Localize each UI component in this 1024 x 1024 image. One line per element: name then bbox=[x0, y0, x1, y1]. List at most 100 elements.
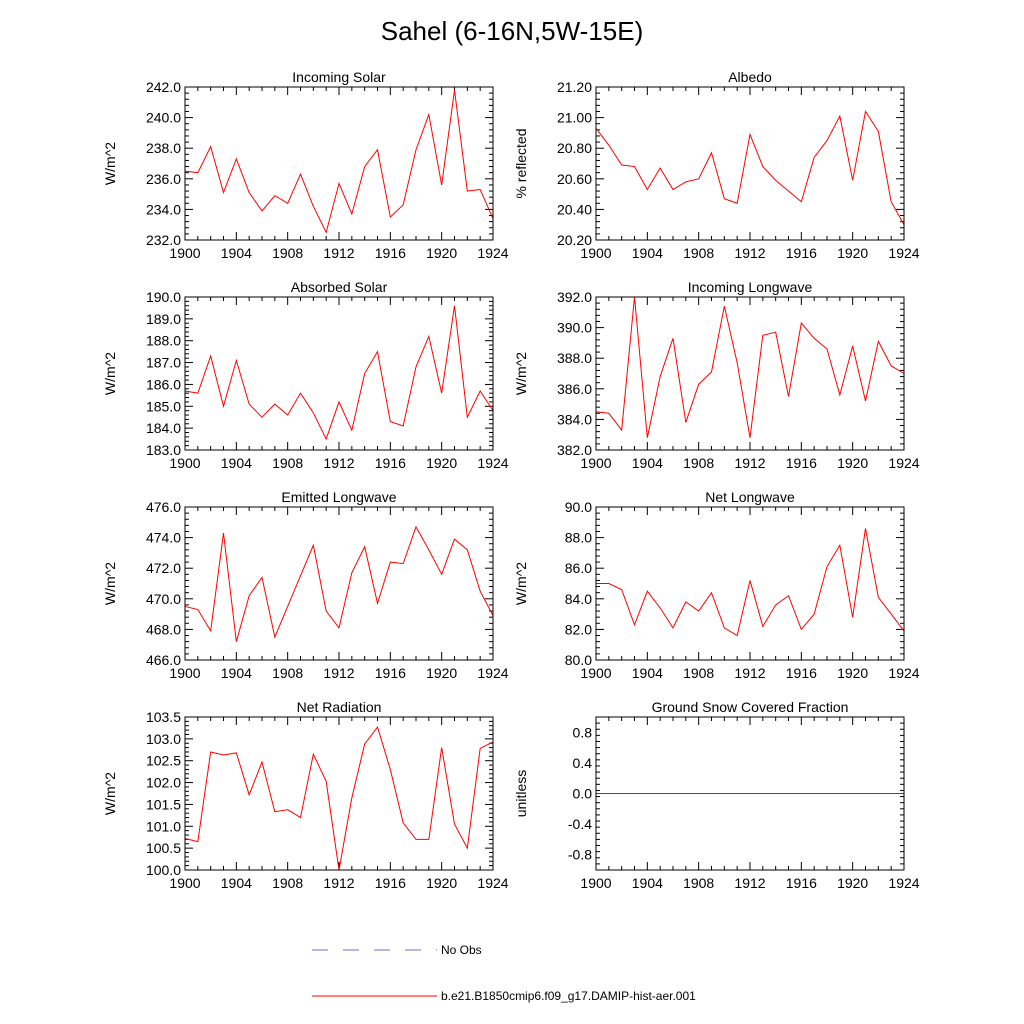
y-tick-label: 100.5 bbox=[146, 840, 181, 856]
y-tick-label: 474.0 bbox=[146, 530, 181, 546]
x-tick-label: 1920 bbox=[426, 875, 457, 891]
y-tick-label: 236.0 bbox=[146, 171, 181, 187]
y-tick-label: 388.0 bbox=[557, 350, 592, 366]
y-tick-label: 102.5 bbox=[146, 753, 181, 769]
x-tick-label: 1908 bbox=[272, 455, 303, 471]
y-tick-label: 20.20 bbox=[557, 232, 592, 248]
x-tick-label: 1908 bbox=[683, 455, 714, 471]
series-line bbox=[596, 528, 905, 637]
x-tick-label: 1904 bbox=[221, 665, 252, 681]
x-tick-label: 1920 bbox=[837, 455, 868, 471]
x-tick-label: 1912 bbox=[734, 455, 765, 471]
y-tick-label: 0.0 bbox=[573, 786, 593, 802]
y-tick-label: 103.5 bbox=[146, 709, 181, 725]
y-tick-label: -0.8 bbox=[568, 847, 592, 863]
y-tick-label: 187.0 bbox=[146, 355, 181, 371]
y-tick-label: 476.0 bbox=[146, 499, 181, 515]
series-line bbox=[595, 110, 905, 225]
y-tick-label: 468.0 bbox=[146, 621, 181, 637]
y-tick-label: 84.0 bbox=[565, 591, 592, 607]
y-tick-label: 472.0 bbox=[146, 560, 181, 576]
y-tick-label: 0.4 bbox=[573, 755, 593, 771]
panel-title: Net Radiation bbox=[297, 699, 382, 715]
y-axis-label: W/m^2 bbox=[513, 352, 529, 395]
x-tick-label: 1916 bbox=[786, 455, 817, 471]
x-tick-label: 1912 bbox=[323, 665, 354, 681]
x-tick-label: 1916 bbox=[375, 665, 406, 681]
y-axis-label: W/m^2 bbox=[102, 562, 118, 605]
panel-ground-snow-covered-fraction: Ground Snow Covered Fraction unitless 1900… bbox=[513, 699, 920, 891]
x-tick-label: 1924 bbox=[888, 455, 919, 471]
y-axis-label: W/m^2 bbox=[102, 352, 118, 395]
y-tick-label: 80.0 bbox=[565, 652, 592, 668]
plot-frame bbox=[184, 86, 494, 241]
x-tick-label: 1916 bbox=[786, 665, 817, 681]
y-tick-label: 184.0 bbox=[146, 420, 181, 436]
panel-title: Incoming Longwave bbox=[688, 279, 813, 295]
y-tick-label: 190.0 bbox=[146, 289, 181, 305]
panel-grid: Incoming Solar W/m^2 1900 1904 1908 1912 1916 1… bbox=[102, 69, 920, 891]
plot-frame bbox=[184, 296, 494, 451]
series-line bbox=[184, 725, 494, 871]
y-tick-label: 234.0 bbox=[146, 201, 181, 217]
x-tick-label: 1912 bbox=[323, 245, 354, 261]
x-tick-label: 1916 bbox=[375, 245, 406, 261]
y-tick-label: 101.0 bbox=[146, 818, 181, 834]
series-line bbox=[595, 296, 905, 438]
x-tick-label: 1904 bbox=[632, 455, 663, 471]
y-tick-label: 101.5 bbox=[146, 796, 181, 812]
x-tick-label: 1924 bbox=[477, 875, 508, 891]
y-tick-label: 232.0 bbox=[146, 232, 181, 248]
y-tick-label: 186.0 bbox=[146, 376, 181, 392]
x-tick-label: 1920 bbox=[837, 245, 868, 261]
legend-label-model-run: b.e21.B1850cmip6.f09_g17.DAMIP-hist-aer.… bbox=[441, 989, 696, 1003]
x-tick-label: 1920 bbox=[426, 245, 457, 261]
x-tick-label: 1900 bbox=[580, 665, 611, 681]
panel-absorbed-solar: Absorbed Solar W/m^2 1900 1904 1908 1912 1916 1… bbox=[102, 279, 509, 471]
x-tick-label: 1904 bbox=[221, 245, 252, 261]
y-tick-label: 183.0 bbox=[146, 442, 181, 458]
y-tick-label: 102.0 bbox=[146, 775, 181, 791]
figure-title: Sahel (6-16N,5W-15E) bbox=[381, 16, 644, 46]
y-tick-label: -0.4 bbox=[568, 816, 592, 832]
y-tick-label: 242.0 bbox=[146, 79, 181, 95]
plot-frame bbox=[184, 716, 494, 871]
panel-title: Incoming Solar bbox=[292, 69, 386, 85]
y-tick-label: 0.8 bbox=[573, 724, 593, 740]
x-tick-label: 1900 bbox=[169, 875, 200, 891]
x-tick-label: 1908 bbox=[272, 875, 303, 891]
plot-frame bbox=[184, 506, 494, 661]
y-tick-label: 189.0 bbox=[146, 311, 181, 327]
x-tick-label: 1908 bbox=[683, 245, 714, 261]
y-tick-label: 88.0 bbox=[565, 530, 592, 546]
x-tick-label: 1916 bbox=[375, 455, 406, 471]
x-tick-label: 1900 bbox=[169, 665, 200, 681]
panel-albedo: Albedo % reflected 1900 1904 1908 1912 1916 192… bbox=[513, 69, 920, 261]
legend: No Obs b.e21.B1850cmip6.f09_g17.DAMIP-hi… bbox=[312, 943, 696, 1003]
x-tick-label: 1908 bbox=[683, 665, 714, 681]
panel-incoming-longwave: Incoming Longwave W/m^2 1900 1904 1908 1912 19… bbox=[513, 279, 920, 471]
x-tick-label: 1912 bbox=[734, 875, 765, 891]
x-tick-label: 1908 bbox=[683, 875, 714, 891]
x-tick-label: 1904 bbox=[632, 245, 663, 261]
x-tick-label: 1900 bbox=[169, 245, 200, 261]
x-tick-label: 1924 bbox=[888, 245, 919, 261]
y-tick-label: 386.0 bbox=[557, 381, 592, 397]
x-tick-label: 1924 bbox=[477, 665, 508, 681]
plot-frame bbox=[595, 506, 905, 661]
x-tick-label: 1920 bbox=[426, 455, 457, 471]
y-tick-label: 103.0 bbox=[146, 731, 181, 747]
panel-incoming-solar: Incoming Solar W/m^2 1900 1904 1908 1912 1916 1… bbox=[102, 69, 509, 261]
y-axis-label: W/m^2 bbox=[102, 142, 118, 185]
panel-title: Net Longwave bbox=[705, 489, 795, 505]
y-axis-label: % reflected bbox=[513, 128, 529, 198]
x-tick-label: 1924 bbox=[477, 245, 508, 261]
y-tick-label: 470.0 bbox=[146, 591, 181, 607]
x-tick-label: 1920 bbox=[426, 665, 457, 681]
x-tick-label: 1920 bbox=[837, 875, 868, 891]
panel-net-longwave: Net Longwave W/m^2 1900 1904 1908 1912 1916 192… bbox=[513, 489, 920, 681]
y-tick-label: 382.0 bbox=[557, 442, 592, 458]
x-tick-label: 1908 bbox=[272, 245, 303, 261]
x-tick-label: 1912 bbox=[734, 245, 765, 261]
